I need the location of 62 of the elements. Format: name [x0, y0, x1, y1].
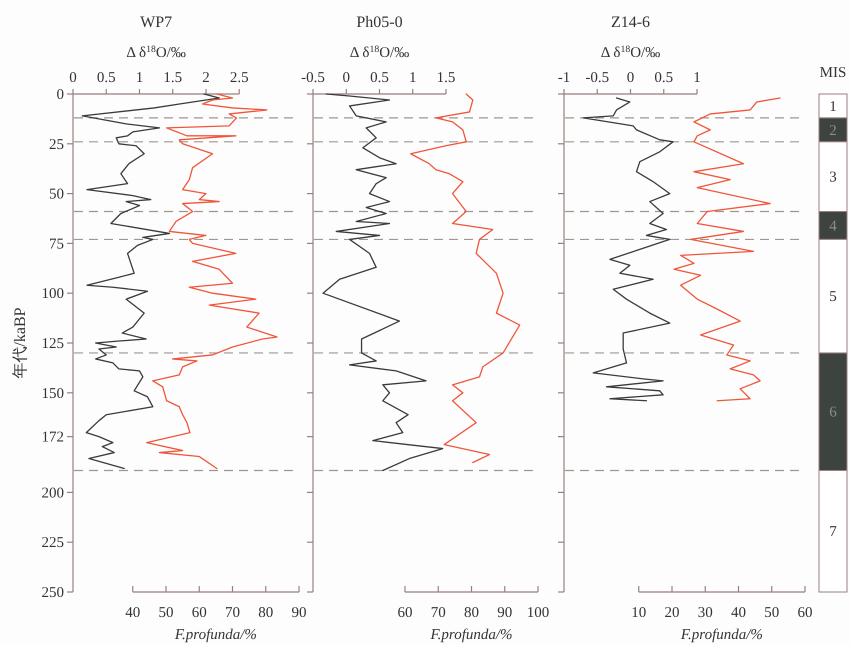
x2-tick-label: 0.5 — [370, 70, 389, 86]
x-tick-label: 30 — [698, 605, 713, 621]
x-tick-label: 40 — [125, 605, 140, 621]
x2-tick-label: -1 — [558, 70, 570, 86]
series-label: 7 — [829, 524, 838, 540]
x-tick-label: 40 — [731, 605, 746, 621]
x2-tick-label: 1.5 — [163, 70, 182, 86]
chart-title: MIS — [820, 65, 846, 81]
x-tick-label: 70 — [430, 605, 446, 621]
y-tick-label: 75 — [49, 236, 64, 252]
x2-tick-label: 2.5 — [230, 70, 249, 86]
series-label: 1 — [829, 98, 837, 115]
y-tick-label: 0 — [56, 87, 64, 103]
series-label: 6 — [829, 404, 838, 421]
x-tick-label: 80 — [464, 605, 479, 621]
x-axis-title: F.profunda/% — [174, 627, 257, 643]
x-tick-label: 10 — [631, 605, 646, 621]
x-tick-label: 70 — [225, 605, 240, 621]
y-tick-label: 172 — [42, 430, 64, 446]
x-tick-label: 100 — [526, 605, 550, 621]
y-tick-label: 50 — [49, 186, 64, 203]
x-tick-label: 90 — [497, 605, 512, 621]
x2-axis-title: Δ δ$^{18}$O/‰ — [350, 44, 410, 61]
x-tick-label: 60 — [798, 605, 812, 621]
y-tick-label: 150 — [42, 386, 64, 402]
x2-tick-label: 1.5 — [436, 70, 456, 86]
x-tick-label: 20 — [664, 605, 680, 621]
series-label: 2 — [829, 122, 837, 139]
x2-tick-label: 1 — [693, 70, 701, 86]
x2-tick-label: 0.5 — [96, 70, 116, 86]
series-label: 5 — [829, 289, 837, 306]
x-tick-label: 90 — [292, 605, 306, 621]
x-axis-title: F.profunda/% — [680, 627, 763, 643]
chart-title: WP7 — [140, 14, 172, 31]
series-label: 3 — [829, 170, 837, 186]
y-tick-label: 100 — [42, 286, 64, 302]
y-tick-label: 25 — [49, 136, 64, 153]
x2-axis-title: Δ δ$^{18}$O/‰ — [600, 44, 660, 61]
x2-tick-label: 1 — [136, 70, 144, 86]
x-tick-label: 50 — [158, 605, 174, 621]
x-tick-label: 50 — [764, 605, 780, 621]
x2-tick-label: 0 — [69, 70, 77, 86]
x2-tick-label: 2 — [202, 70, 210, 86]
x2-tick-label: 0.5 — [654, 70, 674, 86]
chart-title: Z14-6 — [610, 14, 650, 31]
x-tick-label: 60 — [192, 605, 207, 621]
y-tick-label: 125 — [42, 336, 64, 352]
x2-tick-label: 1 — [409, 70, 416, 86]
chart-title: Ph05-0 — [356, 14, 403, 31]
x2-axis-title: Δ δ$^{18}$O/‰ — [126, 44, 186, 61]
y-tick-label: 225 — [42, 535, 64, 552]
x2-tick-label: 0 — [626, 70, 634, 86]
x-tick-label: 60 — [398, 605, 412, 621]
y-axis-title: 年代/kaBP — [12, 307, 29, 379]
y-tick-label: 250 — [42, 585, 64, 601]
series-label: 4 — [829, 218, 838, 234]
x2-tick-label: -0.5 — [301, 70, 325, 86]
y-tick-label: 200 — [42, 485, 64, 502]
x2-tick-label: 0 — [342, 70, 350, 86]
x-tick-label: 80 — [258, 605, 274, 621]
x2-tick-label: -0.5 — [585, 70, 610, 86]
x-axis-title: F.profunda/% — [429, 627, 513, 643]
